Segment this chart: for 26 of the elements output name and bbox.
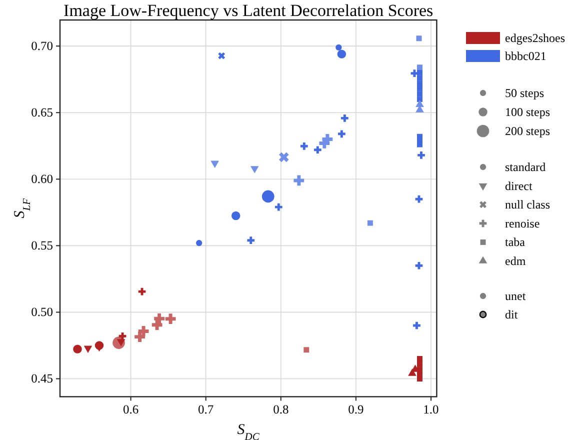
text: unet (505, 289, 526, 303)
legend-label: edges2shoes (505, 31, 566, 45)
y-tick-label: 0.60 (31, 172, 53, 186)
legend-label: bbbc021 (505, 49, 546, 63)
x-tick-label: 0.8 (273, 402, 289, 417)
x-tick-label: 0.9 (348, 402, 364, 417)
x-tick-label: 1.0 (423, 402, 439, 417)
text: dit (505, 308, 518, 322)
y-tick-label: 0.45 (31, 372, 53, 386)
legend-label: 200 steps (505, 124, 550, 138)
text: edm (505, 254, 526, 268)
chart-title: Image Low-Frequency vs Latent Decorrelation Scores (64, 1, 434, 20)
text: standard (505, 160, 546, 174)
x-tick-label: 0.6 (122, 402, 139, 417)
text: direct (505, 178, 533, 193)
text: null class (505, 198, 550, 212)
text: renoise (505, 216, 540, 230)
y-tick-label: 0.65 (31, 106, 53, 120)
x-tick-label: 0.7 (198, 402, 214, 417)
y-tick-label: 0.70 (31, 39, 53, 54)
y-tick-label: 0.55 (31, 238, 53, 253)
y-tick-label: 0.50 (31, 305, 53, 320)
legend-label: 50 steps (505, 86, 544, 100)
text: taba (505, 235, 526, 250)
legend-label: 100 steps (505, 105, 550, 119)
x-axis-title: S$_{DC}$ (237, 422, 260, 440)
